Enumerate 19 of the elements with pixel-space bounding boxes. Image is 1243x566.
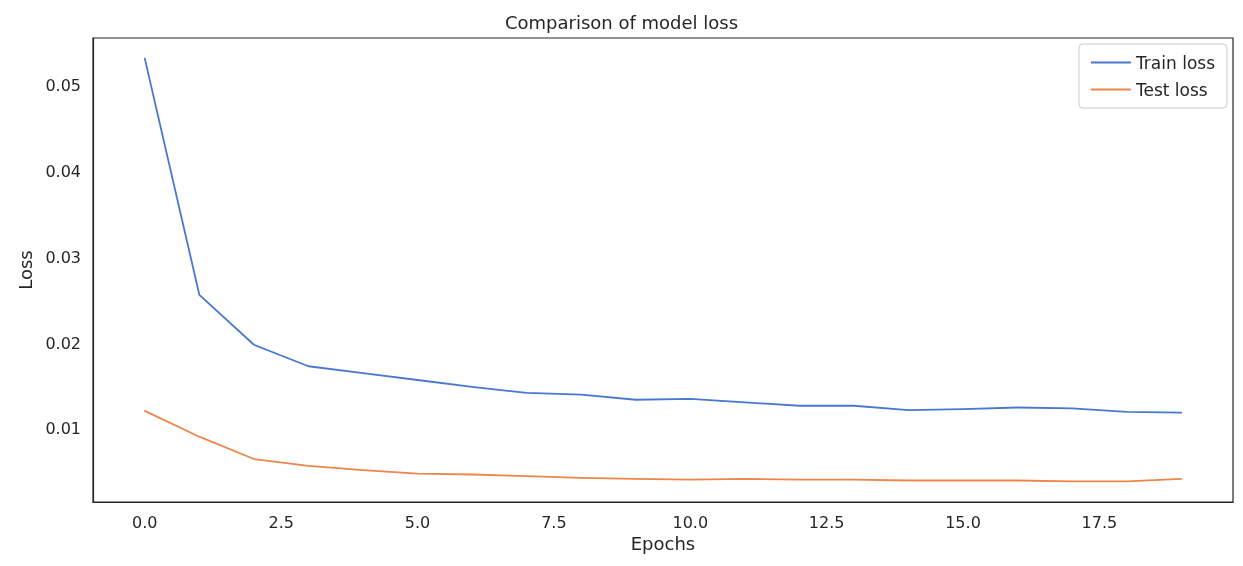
x-tick-label: 17.5 bbox=[1081, 512, 1118, 532]
x-tick-label: 15.0 bbox=[945, 512, 981, 532]
x-tick-label: 5.0 bbox=[404, 512, 431, 532]
x-tick-label: 2.5 bbox=[268, 512, 294, 532]
x-tick-label: 7.5 bbox=[541, 512, 567, 532]
y-tick-label: 0.05 bbox=[45, 75, 81, 95]
chart-title: Comparison of model loss bbox=[504, 11, 739, 33]
y-tick-label: 0.02 bbox=[45, 333, 81, 353]
legend-label: Train loss bbox=[1134, 52, 1216, 73]
y-tick-label: 0.04 bbox=[45, 161, 81, 181]
y-axis-title: Loss bbox=[14, 250, 36, 290]
y-tick-label: 0.03 bbox=[45, 247, 81, 267]
x-axis-title: Epochs bbox=[630, 533, 696, 555]
line-series bbox=[143, 410, 1183, 483]
x-tick-label: 10.0 bbox=[672, 512, 709, 532]
x-tick-label: 0.0 bbox=[132, 512, 158, 532]
x-tick-label: 12.5 bbox=[808, 512, 845, 532]
y-tick-label: 0.01 bbox=[45, 419, 81, 439]
legend-label: Test loss bbox=[1134, 79, 1208, 100]
